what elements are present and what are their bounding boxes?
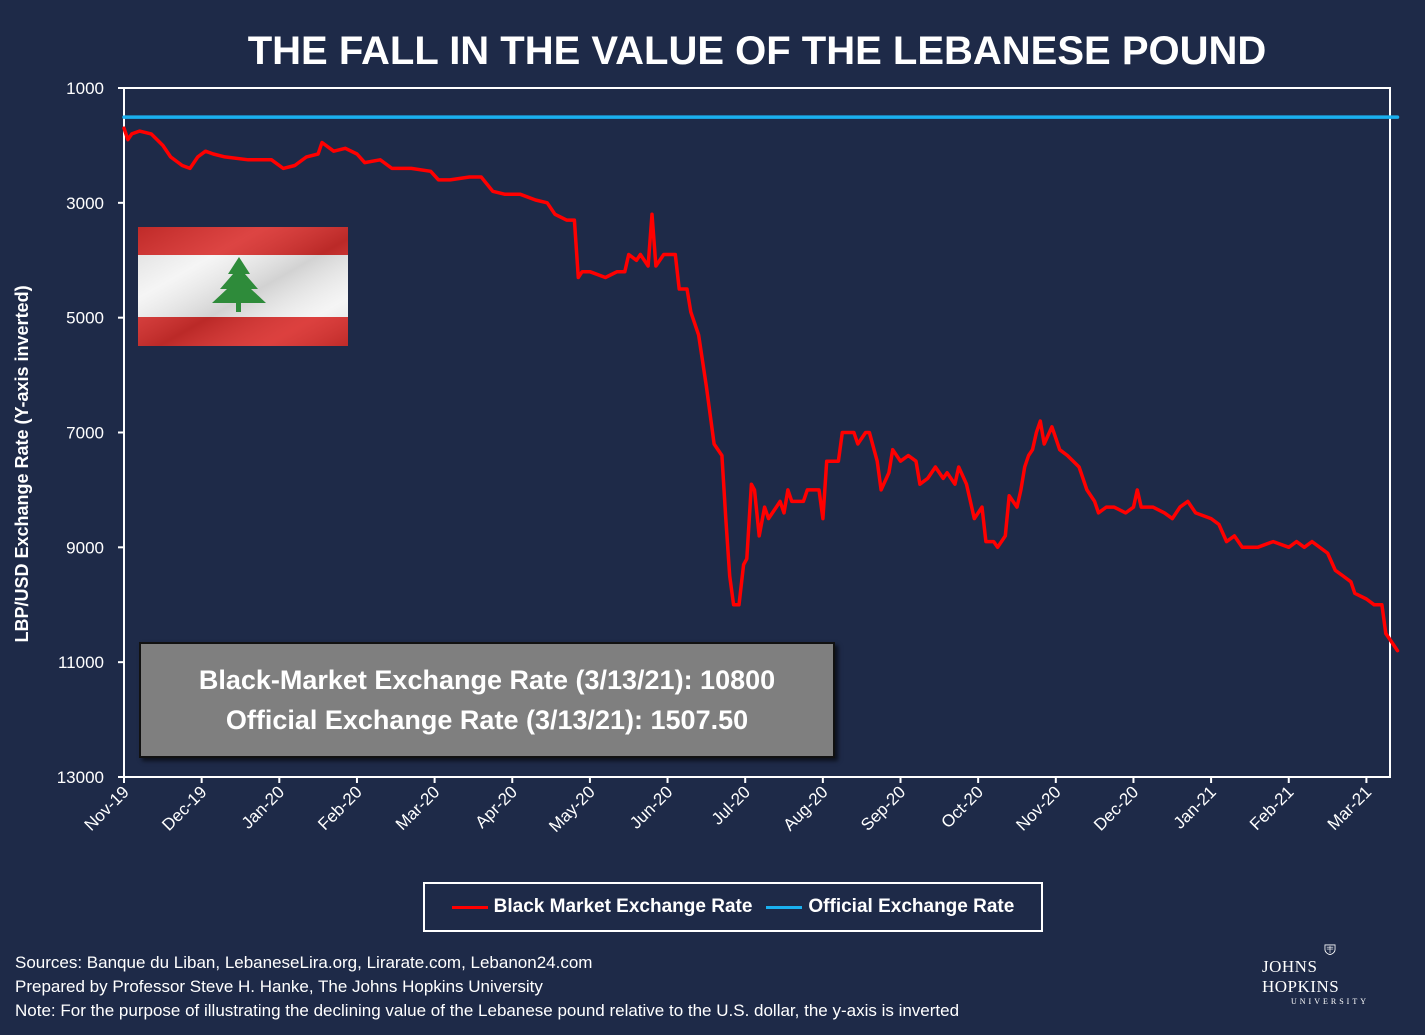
official-swatch	[766, 905, 803, 909]
official-rate-text: Official Exchange Rate (3/13/21): 1507.5…	[225, 705, 749, 735]
x-tick-label: Jan-21	[1170, 782, 1220, 832]
jhu-sub: UNIVERSITY	[1291, 997, 1369, 1006]
x-axis-ticks: Nov-19 Dec-19 Jan-20 Feb-20 Mar-20 Apr-20 May-…	[81, 777, 1376, 836]
y-tick-label: 5000	[66, 309, 104, 328]
shield-icon	[1324, 944, 1336, 955]
x-tick-label: Jul-20	[708, 782, 754, 828]
x-tick-label: Nov-20	[1012, 782, 1064, 834]
y-tick-label: 11000	[58, 653, 104, 672]
legend-item-black-market: Black Market Exchange Rate	[451, 896, 753, 918]
x-tick-label: Feb-21	[1246, 782, 1298, 834]
series-layer	[122, 115, 1400, 653]
y-axis-label: LBP/USD Exchange Rate (Y-axis inverted)	[12, 285, 32, 642]
y-tick-label: 7000	[66, 424, 104, 443]
black-market-rate-text: Black-Market Exchange Rate (3/13/21): 10…	[198, 665, 776, 695]
x-tick-label: Feb-20	[314, 782, 366, 834]
y-tick-label: 13000	[57, 768, 104, 787]
footer-prepared: Prepared by Professor Steve H. Hanke, Th…	[15, 977, 543, 996]
x-tick-label: Aug-20	[779, 782, 831, 834]
x-tick-label: Oct-20	[937, 782, 987, 832]
x-tick-label: Mar-20	[392, 782, 444, 834]
x-tick-label: Sep-20	[857, 782, 909, 834]
x-tick-label: Jan-20	[238, 782, 288, 832]
black-market-exchange-rate-line	[122, 126, 1400, 653]
x-tick-label: Dec-20	[1090, 782, 1142, 834]
chart-title: THE FALL IN THE VALUE OF THE LEBANESE PO…	[248, 29, 1267, 73]
footer: Sources: Banque du Liban, LebaneseLira.o…	[15, 951, 959, 1023]
legend-label-black-market: Black Market Exchange Rate	[493, 896, 753, 917]
jhu-name: JOHNS HOPKINS	[1262, 957, 1340, 996]
legend-label-official: Official Exchange Rate	[808, 896, 1015, 917]
x-tick-label: Nov-19	[81, 782, 133, 834]
legend-item-official: Official Exchange Rate	[766, 896, 1014, 918]
x-tick-label: May-20	[545, 782, 599, 836]
y-tick-label: 1000	[66, 79, 104, 98]
jhu-logo: JOHNS HOPKINS UNIVERSITY	[1262, 944, 1398, 1006]
y-axis-ticks: 1000 3000 5000 7000 9000 11000 13000	[57, 79, 124, 787]
legend: Black Market Exchange Rate Official Exch…	[423, 882, 1043, 932]
footer-sources: Sources: Banque du Liban, LebaneseLira.o…	[15, 953, 593, 972]
current-rates-box: Black-Market Exchange Rate (3/13/21): 10…	[139, 642, 835, 758]
x-tick-label: Dec-19	[158, 782, 210, 834]
lebanon-flag-icon	[138, 227, 348, 346]
x-tick-label: Apr-20	[472, 782, 522, 832]
black-market-swatch	[451, 905, 488, 909]
x-tick-label: Mar-21	[1324, 782, 1376, 834]
footer-note: Note: For the purpose of illustrating th…	[15, 1001, 960, 1020]
y-tick-label: 3000	[66, 194, 104, 213]
x-tick-label: Jun-20	[626, 782, 676, 832]
y-tick-label: 9000	[66, 538, 104, 557]
